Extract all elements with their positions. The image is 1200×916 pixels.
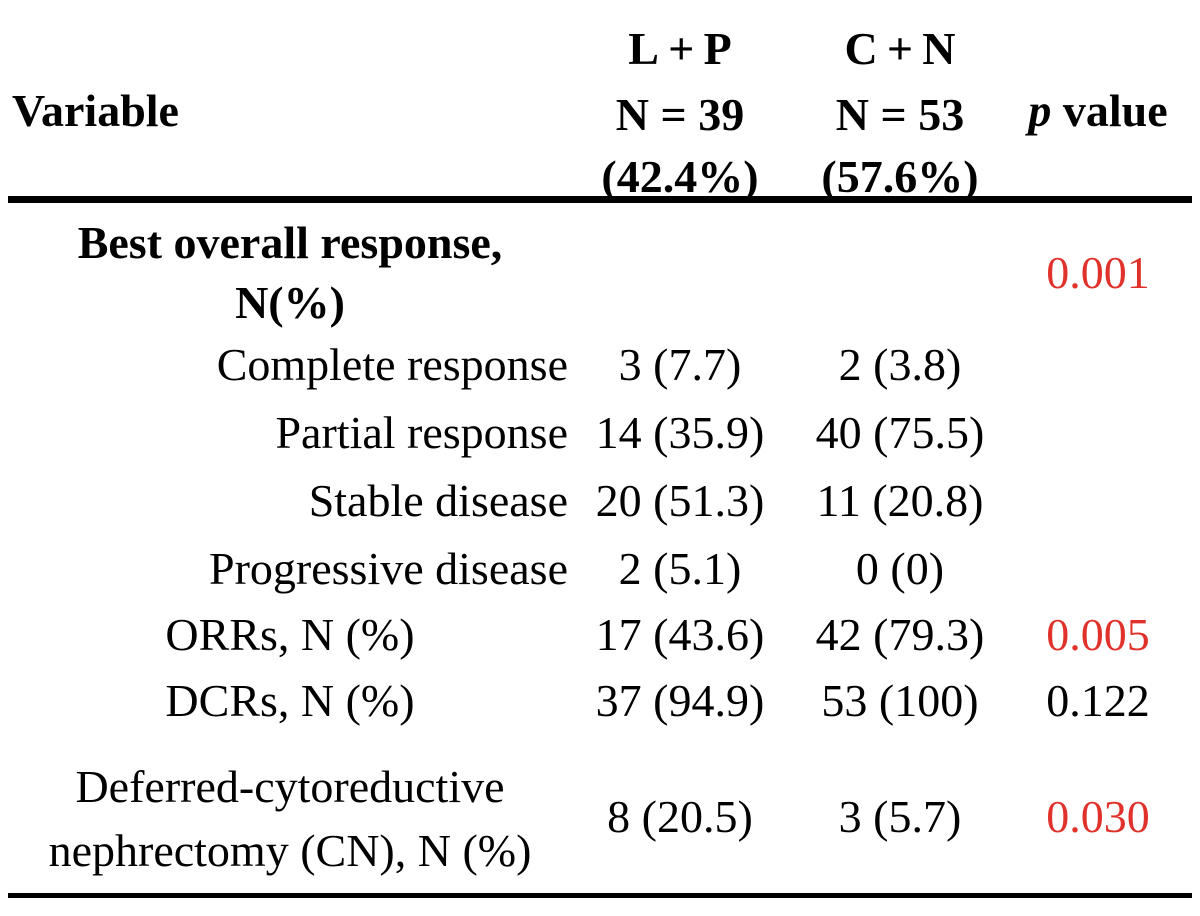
header-pvalue: p value — [1028, 88, 1167, 134]
row-dcr-pvalue: 0.122 — [1046, 675, 1150, 726]
row-orr-cn: 42 (79.3) — [815, 609, 985, 660]
row-cn-pvalue: 0.030 — [1046, 791, 1150, 842]
header-pvalue-rest: value — [1051, 85, 1168, 136]
header-lp-name: L + P — [628, 23, 732, 74]
row-cr-lp: 3 (7.7) — [618, 339, 742, 390]
row-sd-cn: 11 (20.8) — [816, 475, 984, 526]
row-sd-label: Stable disease — [308, 475, 568, 526]
row-sd-lp: 20 (51.3) — [595, 475, 765, 526]
row-pr-lp: 14 (35.9) — [595, 407, 765, 458]
row-cn-label-line2: nephrectomy (CN), N (%) — [48, 825, 532, 876]
header-lp-pct: (42.4%) — [601, 151, 759, 202]
header-rule — [8, 196, 1192, 203]
row-cn-cn: 3 (5.7) — [838, 791, 962, 842]
header-cn-name: C + N — [844, 23, 956, 74]
bottom-rule — [8, 893, 1192, 898]
row-pd-cn: 0 (0) — [855, 543, 945, 594]
header-cn-pct: (57.6%) — [821, 151, 979, 202]
row-cn-label-line1: Deferred-cytoreductive — [75, 761, 505, 812]
row-dcr-cn: 53 (100) — [821, 675, 979, 726]
header-pvalue-p: p — [1028, 85, 1052, 136]
header-lp-n: N = 39 — [615, 89, 745, 140]
row-pd-lp: 2 (5.1) — [618, 543, 742, 594]
row-dcr-lp: 37 (94.9) — [595, 675, 765, 726]
row-orr-pvalue: 0.005 — [1046, 609, 1150, 660]
row-cr-label: Complete response — [216, 339, 568, 390]
row-cr-cn: 2 (3.8) — [838, 339, 962, 390]
row-orr-lp: 17 (43.6) — [595, 609, 765, 660]
row-pr-label: Partial response — [275, 407, 568, 458]
row-best-pvalue: 0.001 — [1046, 247, 1150, 298]
row-cn-lp: 8 (20.5) — [607, 791, 753, 842]
row-orr-label: ORRs, N (%) — [165, 609, 415, 660]
header-cn-n: N = 53 — [835, 89, 965, 140]
row-dcr-label: DCRs, N (%) — [165, 675, 415, 726]
header-variable: Variable — [12, 85, 179, 136]
row-best-label-line2: N(%) — [235, 277, 345, 328]
row-best-label-line1: Best overall response, — [77, 217, 503, 268]
row-pd-label: Progressive disease — [209, 543, 568, 594]
row-pr-cn: 40 (75.5) — [815, 407, 985, 458]
